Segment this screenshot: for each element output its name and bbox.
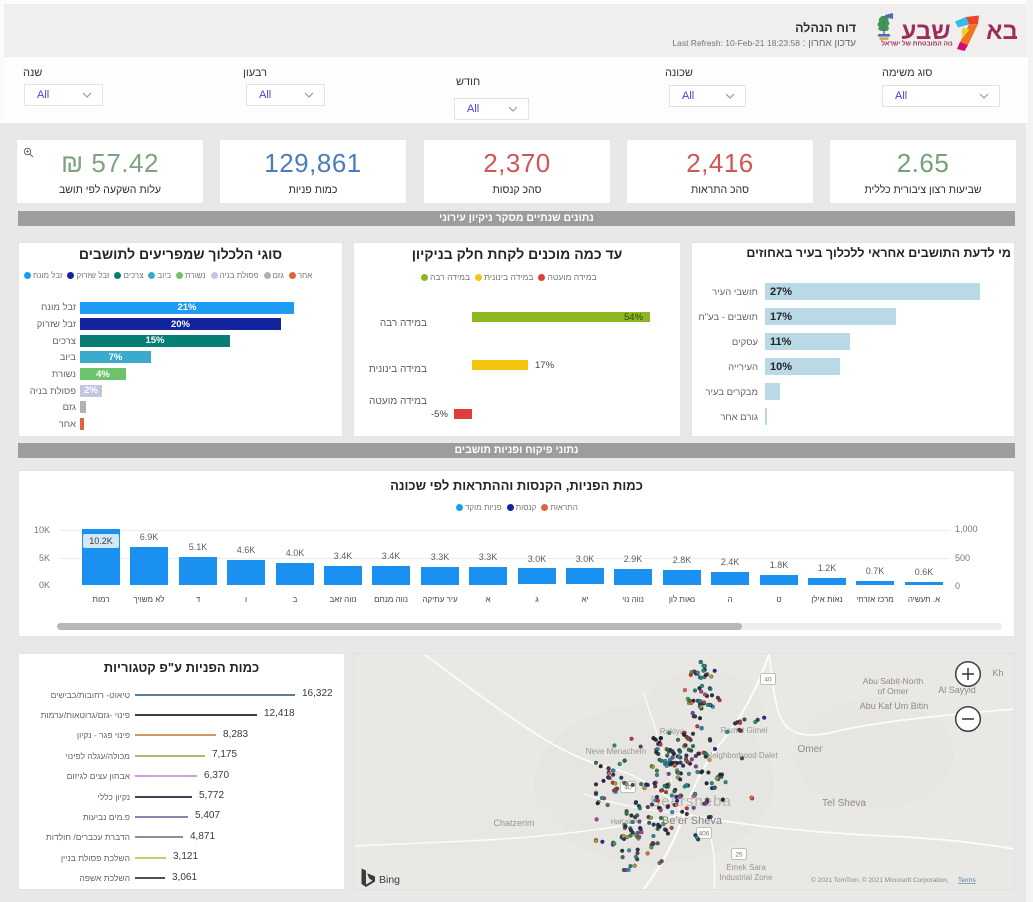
svg-text:Chatzerim: Chatzerim bbox=[493, 818, 534, 828]
svg-text:© 2021 TomTom, © 2021 Microsof: © 2021 TomTom, © 2021 Microsoft Corporat… bbox=[811, 876, 949, 884]
svg-text:Abu Kaf Um Bitin: Abu Kaf Um Bitin bbox=[860, 701, 929, 711]
svg-text:of Omer: of Omer bbox=[878, 686, 909, 696]
svg-text:40: 40 bbox=[764, 677, 772, 684]
svg-text:Be’er Sheva: Be’er Sheva bbox=[662, 815, 723, 827]
svg-text:Ramot Gimel: Ramot Gimel bbox=[721, 726, 768, 735]
svg-text:נוה המובטחת של ישראל: נוה המובטחת של ישראל bbox=[881, 40, 953, 48]
svg-text:Abu Sabit-North: Abu Sabit-North bbox=[863, 676, 924, 686]
svg-text:שבע: שבע bbox=[901, 18, 950, 45]
svg-text:Kh: Kh bbox=[992, 668, 1003, 678]
svg-text:Industrial Zone: Industrial Zone bbox=[720, 873, 773, 882]
svg-text:Emek Sara: Emek Sara bbox=[726, 863, 766, 872]
svg-text:Neve Menachem: Neve Menachem bbox=[586, 747, 647, 756]
svg-text:Tel Sheva: Tel Sheva bbox=[822, 798, 866, 809]
svg-text:בא: בא bbox=[986, 18, 1018, 45]
svg-text:406: 406 bbox=[699, 831, 710, 838]
svg-text:HaKalanit: HaKalanit bbox=[611, 819, 641, 826]
svg-text:25: 25 bbox=[735, 852, 743, 859]
svg-text:40: 40 bbox=[624, 785, 632, 792]
svg-text:Neighborhood Dalet: Neighborhood Dalet bbox=[706, 751, 778, 760]
svg-text:Beersheba: Beersheba bbox=[650, 793, 732, 810]
svg-text:Al Sayyid: Al Sayyid bbox=[938, 685, 976, 695]
svg-text:Rokiya: Rokiya bbox=[660, 727, 685, 736]
svg-text:Bing: Bing bbox=[379, 874, 400, 886]
svg-text:Terms: Terms bbox=[958, 877, 976, 884]
svg-text:Omer: Omer bbox=[798, 744, 824, 755]
